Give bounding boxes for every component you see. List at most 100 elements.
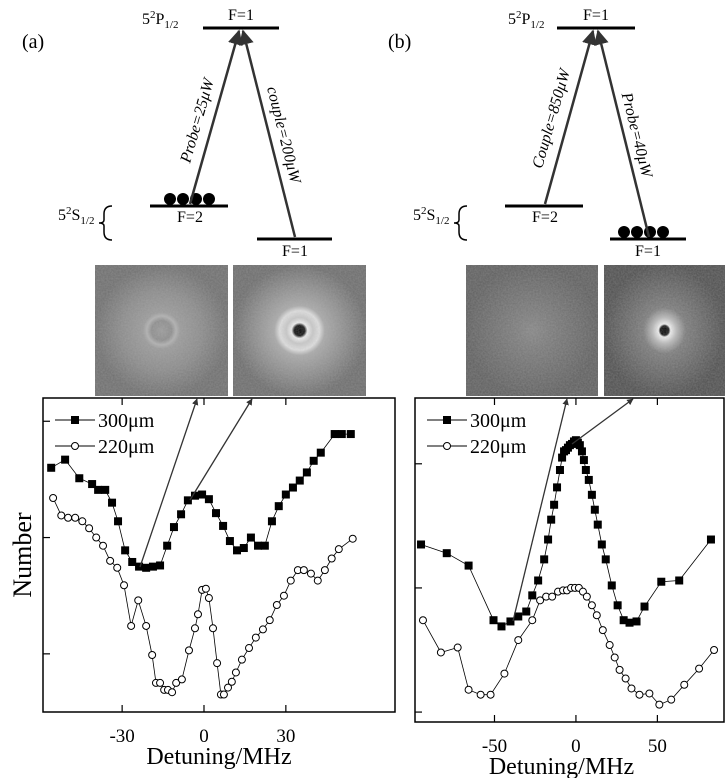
marker [169, 523, 178, 532]
state-label: 52S1/2 [413, 205, 449, 227]
marker [579, 456, 588, 465]
plot-frame [414, 397, 725, 723]
marker [75, 474, 84, 483]
marker [227, 677, 236, 686]
legend-label: 220μm [470, 436, 527, 458]
marker [453, 643, 462, 652]
marker [121, 546, 130, 555]
legend-marker [71, 442, 79, 450]
level-label: F=1 [635, 243, 661, 260]
marker [320, 566, 329, 575]
series-line [50, 433, 351, 569]
marker [219, 521, 228, 530]
marker [476, 690, 485, 699]
marker [327, 554, 336, 563]
marker [92, 533, 101, 542]
marker [288, 483, 297, 492]
marker [99, 541, 108, 550]
marker [265, 616, 274, 625]
x-tick-label: 30 [276, 726, 295, 747]
marker [245, 644, 254, 653]
marker [553, 483, 562, 492]
marker [621, 674, 630, 683]
marker [258, 625, 267, 634]
x-axis-label: Detuning/MHz [489, 754, 634, 778]
marker [706, 535, 715, 544]
state-label: 52S1/2 [58, 205, 94, 227]
marker [198, 490, 207, 499]
marker [346, 430, 355, 439]
marker [486, 690, 495, 699]
image-noise [233, 265, 366, 396]
marker [316, 448, 325, 457]
marker [442, 549, 451, 558]
marker [605, 641, 614, 650]
marker [204, 594, 213, 603]
marker [582, 592, 591, 601]
level-label: F=2 [177, 209, 203, 226]
marker [497, 622, 506, 631]
marker [156, 678, 165, 687]
marker [593, 520, 602, 529]
marker [632, 617, 641, 626]
series-line [420, 439, 712, 627]
marker [555, 466, 564, 474]
marker [627, 684, 636, 693]
marker [108, 498, 117, 507]
marker [313, 576, 322, 585]
legend-label: 300μm [470, 410, 527, 432]
level-label: F=1 [228, 7, 254, 24]
marker [598, 626, 607, 635]
marker [655, 700, 664, 709]
marker [224, 683, 233, 692]
level-diagram: (b) 52P1/2 F=1 F=2 F=1 52S1/2 Couple=850… [388, 7, 686, 260]
marker [201, 584, 210, 593]
marker [237, 655, 246, 664]
marker [667, 695, 676, 704]
marker [134, 596, 143, 605]
plot-frame [42, 397, 396, 713]
marker [233, 546, 242, 555]
marker [231, 668, 240, 677]
marker [274, 502, 283, 511]
pointer-arrow [139, 398, 199, 568]
marker [94, 485, 103, 494]
marker [302, 468, 311, 477]
marker [64, 513, 73, 522]
beam-arrow [239, 29, 297, 238]
marker [536, 596, 545, 605]
marker [657, 577, 666, 586]
marker [193, 610, 202, 619]
series-line [52, 497, 353, 695]
marker [464, 685, 473, 694]
marker [514, 612, 523, 621]
marker [260, 541, 269, 550]
marker [625, 618, 634, 627]
marker [635, 690, 644, 699]
marker [184, 646, 193, 655]
marker [71, 513, 80, 522]
legend-label: 220μm [98, 436, 155, 458]
marker [239, 544, 248, 553]
panel-label: (a) [22, 31, 44, 53]
marker [190, 624, 199, 633]
marker [267, 517, 276, 526]
marker [57, 511, 66, 520]
marker [211, 509, 220, 518]
marker [418, 616, 427, 625]
marker [534, 576, 543, 585]
marker [172, 678, 181, 687]
marker [177, 510, 186, 519]
image-noise [466, 265, 598, 396]
state-label: 52P1/2 [142, 9, 178, 31]
marker [61, 455, 70, 464]
marker [544, 535, 553, 544]
x-tick-label: -30 [109, 726, 134, 747]
marker [286, 576, 295, 585]
beam-arrow [593, 29, 651, 238]
panel-label: (b) [388, 31, 411, 53]
marker [156, 561, 165, 570]
marker [281, 490, 290, 499]
